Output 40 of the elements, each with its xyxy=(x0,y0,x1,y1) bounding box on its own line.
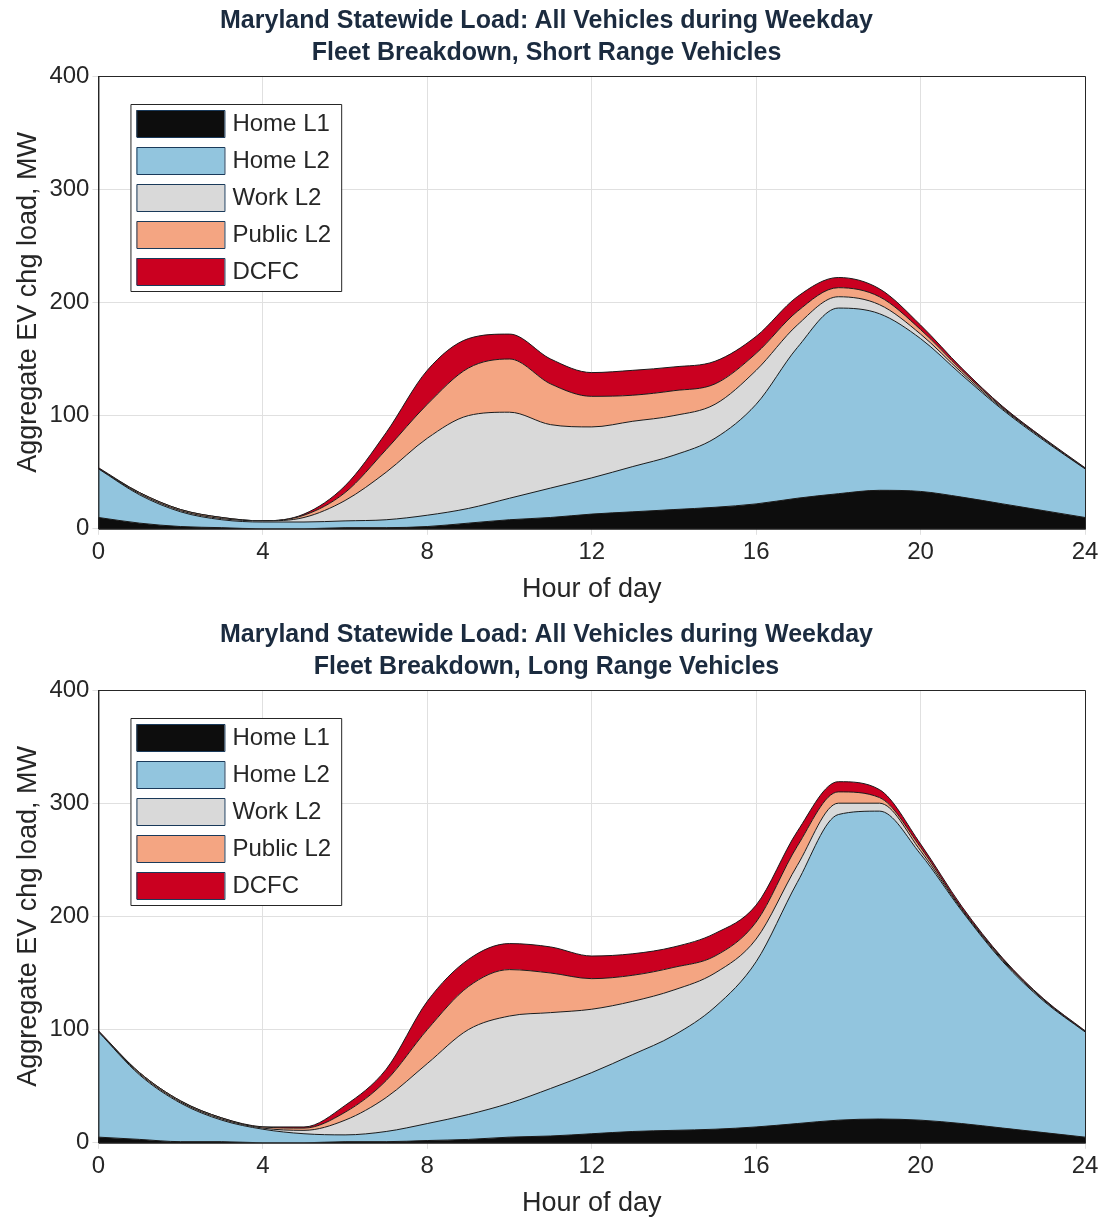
legend-label: Home L2 xyxy=(232,146,330,174)
legend-label: Public L2 xyxy=(232,220,332,248)
legend-label: Home L1 xyxy=(232,109,330,137)
y-tick-label: 100 xyxy=(49,1014,90,1042)
y-tick-label: 200 xyxy=(49,287,90,315)
y-tick-label: 400 xyxy=(49,674,90,702)
legend-label: Home L2 xyxy=(232,760,330,788)
legend-label: Work L2 xyxy=(232,797,322,825)
x-tick-label: 8 xyxy=(420,536,434,564)
x-tick-label: 12 xyxy=(578,1150,606,1178)
y-tick-label: 0 xyxy=(76,1127,90,1155)
chart-subtitle: Fleet Breakdown, Long Range Vehicles xyxy=(313,650,780,679)
y-tick-label: 300 xyxy=(49,787,90,815)
x-tick-label: 24 xyxy=(1071,1150,1099,1178)
x-tick-label: 16 xyxy=(742,1150,770,1178)
x-tick-label: 4 xyxy=(256,1150,270,1178)
y-tick-label: 400 xyxy=(49,60,90,88)
x-tick-label: 24 xyxy=(1071,536,1099,564)
chart-title: Maryland Statewide Load: All Vehicles during Weekday xyxy=(220,4,874,33)
x-tick-label: 16 xyxy=(742,536,770,564)
legend-label: Public L2 xyxy=(232,834,332,862)
x-axis-title: Hour of day xyxy=(521,1187,663,1218)
y-tick-label: 200 xyxy=(49,901,90,929)
x-axis-title: Hour of day xyxy=(521,573,663,604)
x-tick-label: 20 xyxy=(907,536,934,564)
legend-label: DCFC xyxy=(232,871,300,899)
y-tick-label: 0 xyxy=(76,513,90,541)
x-tick-label: 4 xyxy=(256,536,270,564)
x-tick-label: 8 xyxy=(420,1150,434,1178)
y-tick-label: 300 xyxy=(49,173,90,201)
x-tick-label: 20 xyxy=(907,1150,934,1178)
legend-label: DCFC xyxy=(232,257,300,285)
y-tick-label: 100 xyxy=(49,400,90,428)
y-axis-title: Aggregate EV chg load, MW xyxy=(11,745,42,1087)
chart-subtitle: Fleet Breakdown, Short Range Vehicles xyxy=(311,36,782,65)
chart-title: Maryland Statewide Load: All Vehicles during Weekday xyxy=(220,618,874,647)
legend-label: Work L2 xyxy=(232,183,322,211)
x-tick-label: 12 xyxy=(578,536,606,564)
legend-label: Home L1 xyxy=(232,723,330,751)
y-axis-title: Aggregate EV chg load, MW xyxy=(11,131,42,473)
